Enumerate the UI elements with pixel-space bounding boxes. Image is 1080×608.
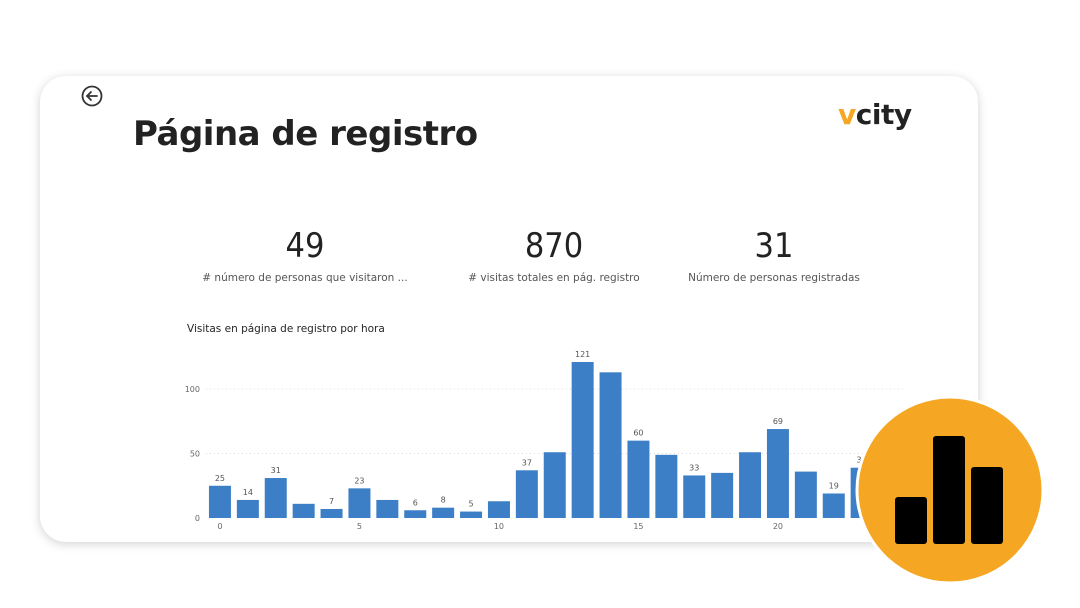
kpi-label: # visitas totales en pág. registro [468,272,640,284]
bar-hour-1 [236,499,259,518]
bar-hour-18 [711,472,734,518]
bar-hour-22 [822,493,845,518]
data-label: 23 [354,476,364,485]
kpi-value: 31 [754,226,794,266]
kpi-label: Número de personas registradas [688,272,860,284]
data-label: 14 [243,488,253,497]
kpi-card-registered: 31 Número de personas registradas [654,224,894,284]
x-tick-label: 0 [217,522,222,531]
bar-hour-10 [487,501,510,518]
bar-hour-2 [264,478,287,518]
vcity-logo: vcity [838,98,912,131]
x-tick-label: 15 [633,522,643,531]
bar-hour-17 [683,475,706,518]
bar-hour-14 [599,372,622,518]
visits-bar-chart: 0501002514317236853712160336919390510152… [185,350,906,531]
kpi-value: 870 [524,226,584,266]
kpi-card-visitors: 49 # número de personas que visitaron ..… [185,224,425,284]
bar-hour-7 [404,510,427,518]
bar-hour-20 [766,429,789,518]
bar-hour-12 [543,452,566,518]
bar-hour-6 [376,499,399,518]
bar-hour-8 [432,507,455,518]
data-label: 5 [469,500,474,509]
bar-chart-icon [895,436,1003,544]
bar-hour-19 [739,452,762,518]
bar-hour-3 [292,503,315,518]
back-arrow-icon[interactable] [80,84,104,108]
data-label: 31 [271,466,281,475]
y-tick-label: 50 [190,450,200,459]
bar-hour-11 [515,470,538,518]
data-label: 7 [329,497,334,506]
data-label: 25 [215,474,225,483]
bar-hour-5 [348,488,371,518]
data-label: 121 [575,350,590,359]
data-label: 19 [829,482,839,491]
bar-hour-0 [208,485,231,518]
y-tick-label: 0 [195,514,200,523]
bar-hour-4 [320,508,343,518]
page-title: Página de registro [133,114,478,154]
data-label: 69 [773,417,783,426]
report-card: Página de registro vcity 49 # número de … [40,76,978,542]
x-tick-label: 20 [773,522,783,531]
chart-title: Visitas en página de registro por hora [187,323,385,335]
kpi-card-total-visits: 870 # visitas totales en pág. registro [434,224,674,284]
kpi-value: 49 [285,226,325,266]
data-label: 60 [633,429,643,438]
x-tick-label: 5 [357,522,362,531]
data-label: 6 [413,498,418,507]
data-label: 33 [689,463,699,472]
bar-hour-15 [627,440,650,518]
bar-hour-16 [655,454,678,518]
bar-hour-9 [460,511,483,518]
kpi-label: # número de personas que visitaron ... [202,272,408,284]
x-tick-label: 10 [494,522,504,531]
bar-hour-13 [571,362,594,518]
y-tick-label: 100 [185,385,200,394]
bar-hour-21 [794,471,817,518]
data-label: 8 [441,496,446,505]
data-label: 37 [522,458,532,467]
